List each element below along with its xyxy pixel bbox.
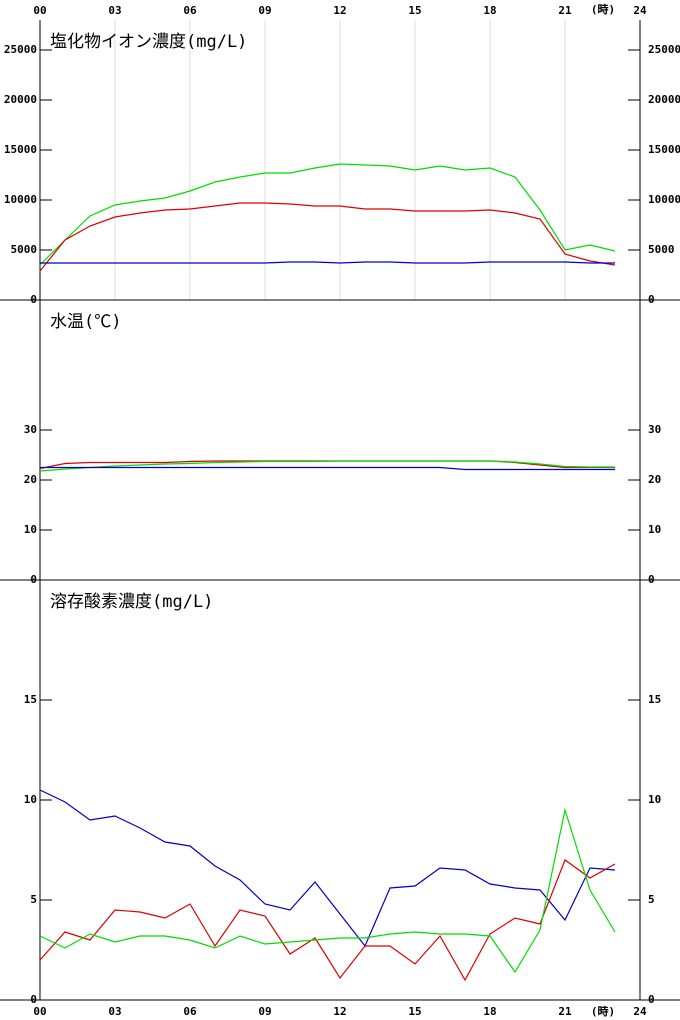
y-tick-label: 10	[24, 523, 37, 536]
y-tick-label: 20000	[4, 93, 37, 106]
y-tick-label: 10000	[648, 193, 680, 206]
y-tick-label: 20	[648, 473, 661, 486]
data-line	[39, 807, 616, 974]
x-tick-label: 12	[333, 1005, 346, 1018]
x-tick-label: 18	[483, 1005, 496, 1018]
y-tick-label: 15	[648, 693, 661, 706]
y-tick-label: 0	[30, 993, 37, 1006]
data-line	[39, 859, 616, 982]
y-tick-label: 10000	[4, 193, 37, 206]
y-tick-label: 30	[648, 423, 661, 436]
data-line	[39, 789, 616, 948]
y-tick-label: 20000	[648, 93, 680, 106]
y-tick-label: 15000	[648, 143, 680, 156]
x-tick-label: 06	[183, 4, 197, 17]
x-axis-unit: (時)	[591, 2, 615, 16]
chart-title: 水温(℃)	[50, 312, 121, 332]
y-tick-label: 15000	[4, 143, 37, 156]
x-tick-label: 12	[333, 4, 346, 17]
x-tick-label: 18	[483, 4, 496, 17]
y-tick-label: 5	[30, 893, 37, 906]
y-tick-label: 0	[648, 293, 655, 306]
y-tick-label: 5000	[11, 243, 38, 256]
chart-title: 溶存酸素濃度(mg/L)	[50, 592, 213, 612]
x-tick-label: 15	[408, 4, 421, 17]
y-tick-label: 30	[24, 423, 37, 436]
data-line	[40, 261, 615, 264]
y-tick-label: 10	[24, 793, 37, 806]
x-tick-label: 06	[183, 1005, 197, 1018]
x-tick-label: 15	[408, 1005, 421, 1018]
data-line	[39, 460, 615, 472]
x-axis-unit: (時)	[591, 1004, 615, 1018]
y-tick-label: 10	[648, 793, 661, 806]
x-tick-label: 24	[633, 4, 647, 17]
y-tick-label: 0	[648, 993, 655, 1006]
y-tick-label: 25000	[648, 43, 680, 56]
data-line	[39, 163, 616, 266]
chart-title: 塩化物イオン濃度(mg/L)	[50, 32, 247, 52]
y-tick-label: 0	[30, 293, 37, 306]
x-tick-label: 00	[33, 4, 46, 17]
x-tick-label: 09	[258, 4, 271, 17]
x-tick-label: 00	[33, 1005, 46, 1018]
x-tick-label: 21	[558, 4, 572, 17]
y-tick-label: 0	[648, 573, 655, 586]
x-tick-label: 03	[108, 1005, 121, 1018]
x-tick-label: 09	[258, 1005, 271, 1018]
x-tick-label: 03	[108, 4, 121, 17]
data-line	[40, 466, 615, 471]
y-tick-label: 20	[24, 473, 37, 486]
y-tick-label: 0	[30, 573, 37, 586]
data-line	[39, 202, 616, 272]
y-tick-label: 25000	[4, 43, 37, 56]
x-tick-label: 21	[558, 1005, 572, 1018]
y-tick-label: 10	[648, 523, 661, 536]
y-tick-label: 5000	[648, 243, 675, 256]
y-tick-label: 5	[648, 893, 655, 906]
x-tick-label: 24	[633, 1005, 647, 1018]
y-tick-label: 15	[24, 693, 37, 706]
